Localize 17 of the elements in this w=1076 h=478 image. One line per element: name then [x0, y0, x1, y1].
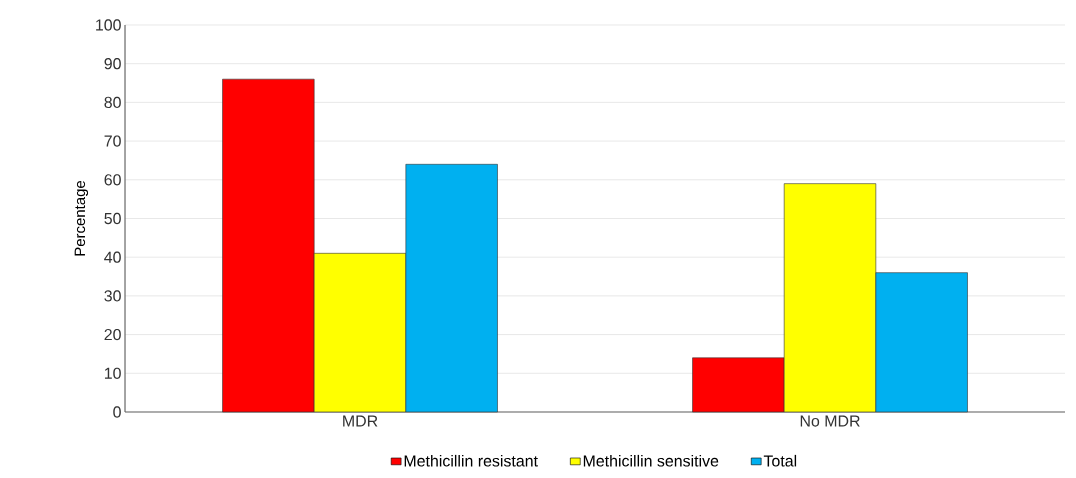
y-tick-label: 30	[104, 290, 121, 302]
y-tick-label: 20	[104, 328, 121, 341]
legend-label: Methicillin sensitive	[583, 454, 719, 467]
y-tick-label: 40	[104, 251, 121, 263]
y-tick-label: 50	[104, 212, 121, 225]
y-tick-label: 10	[104, 367, 121, 379]
y-tick-label: 80	[104, 96, 121, 109]
y-tick-label: 100	[96, 19, 121, 31]
y-tick-label: 60	[104, 174, 121, 186]
legend-label: Methicillin resistant	[404, 454, 538, 467]
x-tick-label: MDR	[343, 415, 378, 427]
y-tick-label: 70	[104, 135, 121, 147]
y-axis-title: Percentage	[74, 180, 89, 256]
y-tick-label: 0	[113, 406, 121, 418]
y-tick-label: 90	[104, 58, 121, 70]
x-tick-label: No MDR	[800, 415, 860, 427]
legend-label: Total	[763, 454, 797, 467]
